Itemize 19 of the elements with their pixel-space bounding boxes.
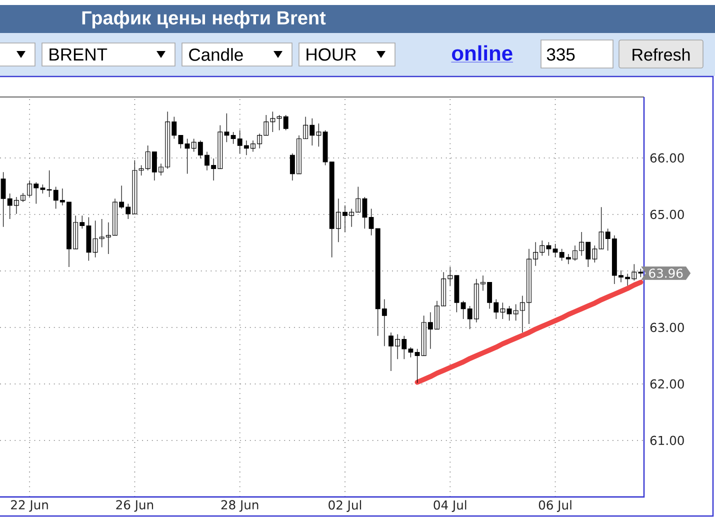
x-tick-label: 28 Jun	[221, 500, 258, 512]
chart-title: График цены нефти Brent	[82, 10, 326, 28]
text: BRENT	[50, 48, 108, 61]
text: 335	[546, 48, 575, 61]
x-tick-label: 22 Jun	[11, 500, 48, 512]
y-tick-label: 62.00	[650, 379, 684, 389]
x-tick-label: 26 Jun	[116, 500, 154, 512]
text: HOUR	[306, 48, 356, 61]
text: online	[452, 45, 512, 61]
y-tick-label: 65.00	[650, 210, 684, 220]
x-tick-label: 06 Jul	[538, 500, 572, 512]
text: Candle	[189, 48, 243, 61]
x-tick-label: 04 Jul	[434, 500, 466, 512]
text: 63.96	[649, 268, 683, 278]
x-tick-label: 02 Jul	[328, 500, 362, 512]
y-tick-label: 66.00	[650, 153, 684, 163]
text: Refresh	[632, 48, 690, 61]
y-tick-label: 63.00	[650, 322, 684, 332]
y-tick-label: 61.00	[650, 436, 684, 446]
